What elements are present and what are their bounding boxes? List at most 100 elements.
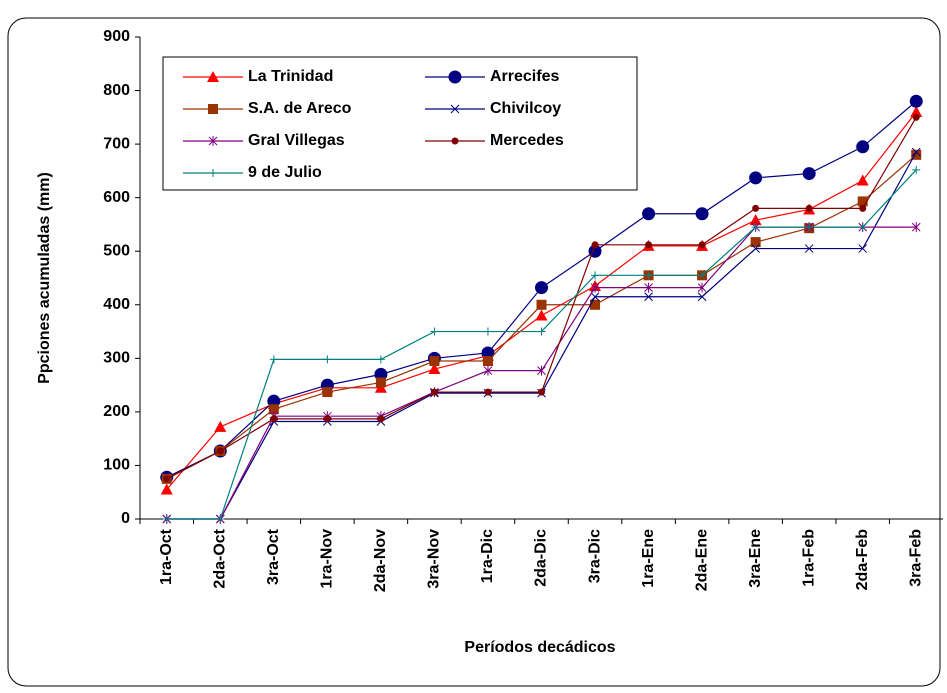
y-tick-label: 400 <box>103 296 130 313</box>
x-tick-label: 1ra-Ene <box>640 529 657 588</box>
y-tick-label: 200 <box>103 403 130 420</box>
marker <box>805 204 813 212</box>
marker <box>451 137 459 145</box>
y-tick-label: 500 <box>103 242 130 259</box>
marker <box>323 355 332 364</box>
marker <box>590 299 601 310</box>
marker <box>160 483 173 495</box>
marker <box>751 223 760 232</box>
marker <box>484 388 492 396</box>
x-tick-label: 3ra-Nov <box>426 529 443 589</box>
y-tick-label: 300 <box>103 350 130 367</box>
marker <box>858 244 868 253</box>
marker <box>377 415 385 423</box>
x-axis-title: Períodos decádicos <box>464 639 615 656</box>
marker <box>804 244 814 253</box>
legend-label: Arrecifes <box>490 68 559 85</box>
y-axis-title: Ppciones acumuladas (mm) <box>36 172 53 384</box>
marker <box>163 475 171 483</box>
x-tick-label: 1ra-Dic <box>479 529 496 583</box>
x-tick-label: 1ra-Oct <box>158 528 175 585</box>
marker <box>859 204 867 212</box>
marker <box>856 140 870 154</box>
marker <box>208 104 218 114</box>
marker <box>428 363 441 375</box>
marker <box>430 327 439 336</box>
legend-label: 9 de Julio <box>248 164 322 181</box>
marker <box>483 327 492 336</box>
marker <box>642 207 656 221</box>
x-tick-label: 3ra-Ene <box>747 529 764 588</box>
y-tick-label: 600 <box>103 189 130 206</box>
marker <box>750 237 761 248</box>
marker <box>207 71 219 82</box>
marker <box>590 292 600 302</box>
marker <box>429 356 440 367</box>
marker <box>535 281 548 295</box>
marker <box>216 447 224 455</box>
legend-label: Mercedes <box>490 132 564 149</box>
marker <box>376 355 385 364</box>
x-tick-label: 2da-Feb <box>854 529 871 591</box>
x-tick-label: 1ra-Feb <box>800 529 817 587</box>
y-tick-label: 900 <box>103 28 130 45</box>
marker <box>857 196 868 207</box>
marker <box>538 388 545 396</box>
marker <box>537 327 546 336</box>
marker <box>910 105 923 117</box>
x-tick-label: 3ra-Feb <box>907 529 924 587</box>
marker <box>535 309 548 321</box>
marker <box>209 169 217 177</box>
marker <box>450 104 460 114</box>
marker <box>644 282 653 293</box>
marker <box>697 292 707 302</box>
marker <box>644 271 653 280</box>
marker <box>911 147 921 157</box>
y-tick-label: 800 <box>103 82 130 99</box>
legend-label: La Trinidad <box>248 68 333 85</box>
marker <box>644 292 653 302</box>
x-tick-label: 2da-Nov <box>372 529 389 592</box>
marker <box>749 214 762 226</box>
marker <box>752 204 760 212</box>
y-tick-label: 700 <box>103 135 130 152</box>
marker <box>590 282 600 293</box>
marker <box>483 365 493 376</box>
marker <box>911 149 922 160</box>
marker <box>911 222 921 233</box>
y-tick-label: 0 <box>121 510 130 527</box>
marker <box>698 271 707 280</box>
marker <box>802 167 816 181</box>
marker <box>268 404 279 415</box>
marker <box>912 113 920 121</box>
marker <box>856 174 869 186</box>
marker <box>805 223 814 232</box>
x-tick-label: 2da-Oct <box>212 528 229 588</box>
marker <box>269 355 278 364</box>
marker <box>695 207 709 221</box>
marker <box>591 271 600 280</box>
marker <box>214 420 227 432</box>
marker <box>162 515 171 523</box>
marker <box>698 241 706 249</box>
marker <box>322 387 333 398</box>
marker <box>448 70 462 84</box>
marker <box>208 136 218 146</box>
marker <box>858 223 867 232</box>
marker <box>482 356 493 367</box>
x-tick-label: 3ra-Oct <box>265 528 282 585</box>
marker <box>912 165 921 174</box>
y-tick-label: 100 <box>103 457 130 474</box>
marker <box>591 241 599 249</box>
legend-label: Gral Villegas <box>248 132 345 149</box>
marker <box>749 171 763 185</box>
marker <box>536 299 547 310</box>
marker <box>375 377 386 388</box>
marker <box>697 282 707 293</box>
legend-box <box>162 56 638 191</box>
chart-frame <box>7 17 941 687</box>
marker <box>430 388 438 396</box>
series-line <box>166 151 917 520</box>
marker <box>323 415 331 423</box>
